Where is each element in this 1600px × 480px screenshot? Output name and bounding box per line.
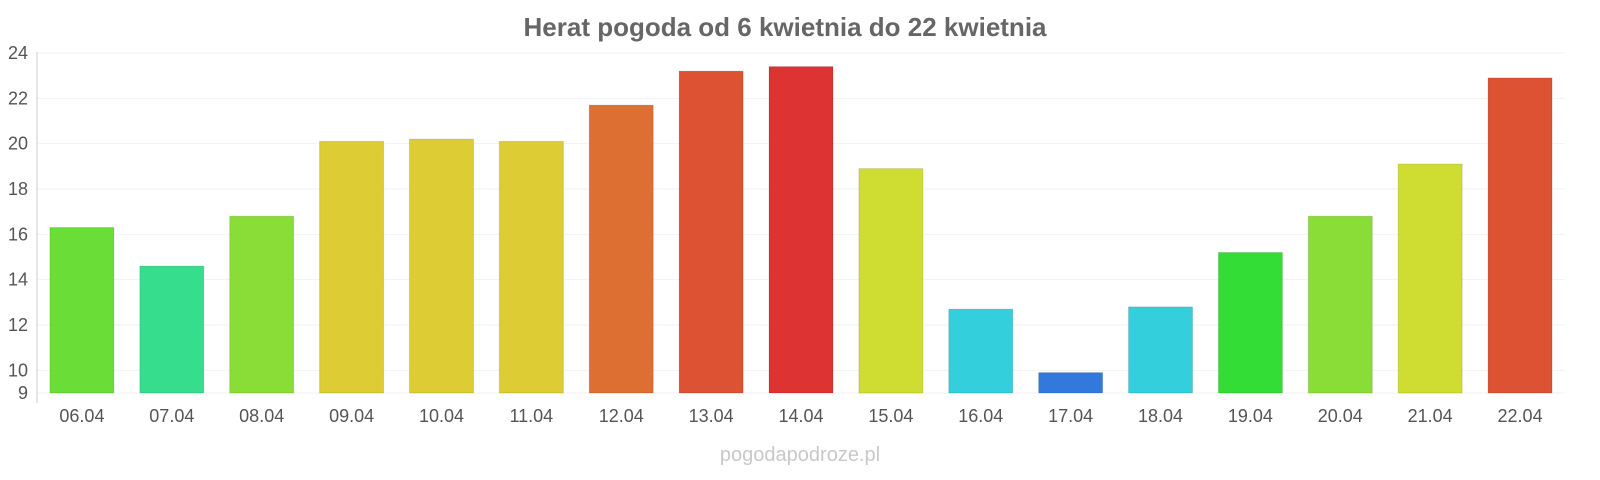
- x-tick-label: 14.04: [778, 406, 823, 426]
- bar-08.04: [229, 215, 295, 394]
- y-tick-label: 14: [8, 270, 28, 290]
- x-tick-label: 18.04: [1138, 406, 1183, 426]
- bar-06.04: [49, 227, 115, 394]
- bar-22.04: [1487, 77, 1553, 394]
- credit-text: pogodapodroze.pl: [720, 444, 880, 466]
- bar-09.04: [319, 140, 385, 394]
- y-tick-label: 16: [8, 224, 28, 244]
- x-tick-label: 09.04: [329, 406, 374, 426]
- bars: [49, 66, 1553, 394]
- bar-11.04: [498, 140, 564, 394]
- bar-12.04: [588, 104, 654, 394]
- x-tick-label: 08.04: [239, 406, 284, 426]
- x-tick-label: 11.04: [509, 406, 553, 426]
- y-tick-label: 22: [8, 88, 28, 108]
- x-tick-label: 15.04: [868, 406, 913, 426]
- x-tick-label: 22.04: [1498, 406, 1543, 426]
- x-tick-label: 06.04: [59, 406, 104, 426]
- bar-15.04: [858, 168, 924, 394]
- bar-13.04: [678, 70, 744, 394]
- x-tick-label: 07.04: [149, 406, 194, 426]
- y-tick-label: 9: [18, 383, 28, 403]
- x-tick-label: 17.04: [1048, 406, 1093, 426]
- bar-18.04: [1128, 306, 1194, 394]
- x-tick-label: 16.04: [958, 406, 1003, 426]
- y-tick-label: 20: [8, 134, 28, 154]
- bar-14.04: [768, 66, 834, 394]
- y-tick-label: 12: [8, 315, 28, 335]
- bar-19.04: [1217, 251, 1283, 394]
- y-tick-label: 10: [8, 360, 28, 380]
- x-tick-label: 12.04: [599, 406, 644, 426]
- bar-16.04: [948, 308, 1014, 394]
- x-tick-label: 10.04: [419, 406, 464, 426]
- y-tick-label: 18: [8, 179, 28, 199]
- bar-10.04: [408, 138, 474, 394]
- bar-07.04: [139, 265, 205, 394]
- x-tick-label: 21.04: [1408, 406, 1453, 426]
- bar-21.04: [1397, 163, 1463, 394]
- bar-20.04: [1307, 215, 1373, 394]
- x-tick-label: 13.04: [689, 406, 734, 426]
- x-tick-label: 19.04: [1228, 406, 1273, 426]
- y-tick-label: 24: [8, 43, 28, 63]
- bar-17.04: [1038, 372, 1104, 394]
- x-axis: 06.04 07.04 08.04 09.04 10.04 11.04 12.04 13.04…: [59, 406, 1542, 426]
- x-tick-label: 20.04: [1318, 406, 1363, 426]
- y-axis: 9 10 12 14 16 18 20 22 24: [8, 43, 28, 403]
- chart-title: Herat pogoda od 6 kwietnia do 22 kwietni…: [524, 12, 1048, 42]
